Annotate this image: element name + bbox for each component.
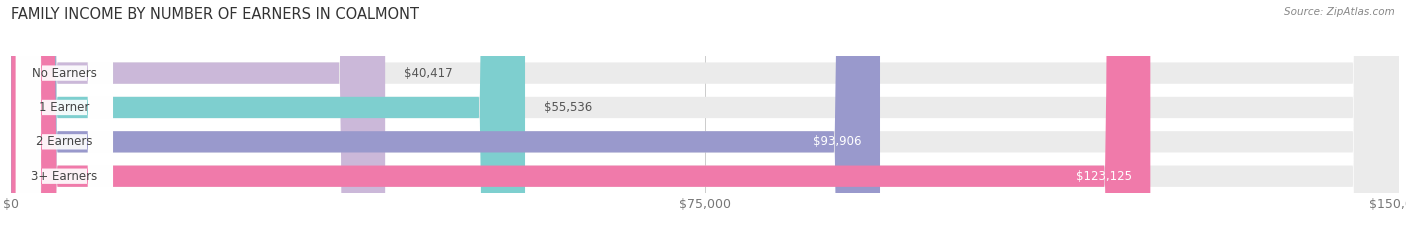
FancyBboxPatch shape [15, 0, 112, 233]
Text: $93,906: $93,906 [813, 135, 862, 148]
Text: FAMILY INCOME BY NUMBER OF EARNERS IN COALMONT: FAMILY INCOME BY NUMBER OF EARNERS IN CO… [11, 7, 419, 22]
Text: 2 Earners: 2 Earners [37, 135, 93, 148]
FancyBboxPatch shape [11, 0, 1399, 233]
FancyBboxPatch shape [11, 0, 1399, 233]
Text: No Earners: No Earners [32, 67, 97, 80]
Text: 3+ Earners: 3+ Earners [31, 170, 97, 183]
FancyBboxPatch shape [11, 0, 1399, 233]
FancyBboxPatch shape [15, 0, 112, 233]
FancyBboxPatch shape [11, 0, 524, 233]
Text: Source: ZipAtlas.com: Source: ZipAtlas.com [1284, 7, 1395, 17]
FancyBboxPatch shape [15, 0, 112, 233]
FancyBboxPatch shape [11, 0, 1150, 233]
FancyBboxPatch shape [15, 0, 112, 233]
FancyBboxPatch shape [11, 0, 1399, 233]
Text: $40,417: $40,417 [404, 67, 453, 80]
Text: $123,125: $123,125 [1076, 170, 1132, 183]
Text: 1 Earner: 1 Earner [39, 101, 90, 114]
FancyBboxPatch shape [11, 0, 880, 233]
FancyBboxPatch shape [11, 0, 385, 233]
Text: $55,536: $55,536 [544, 101, 592, 114]
